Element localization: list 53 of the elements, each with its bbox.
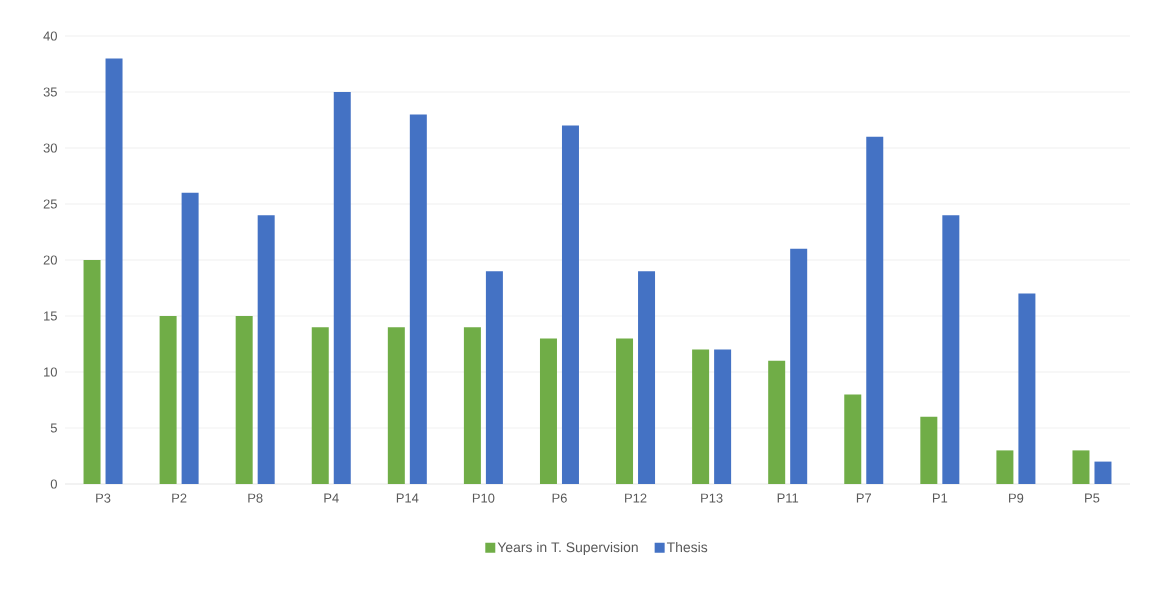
bar (387, 327, 405, 484)
x-tick-label: P14 (396, 493, 419, 503)
x-tick-label: P5 (1085, 493, 1100, 503)
bar (844, 394, 862, 484)
bar (311, 327, 329, 484)
x-tick-label: P4 (324, 493, 339, 503)
bar (616, 338, 634, 484)
y-tick-label: 5 (50, 423, 57, 433)
bar (866, 136, 884, 484)
x-tick-label: P2 (172, 493, 187, 503)
legend-label: Years in T. Supervision (497, 541, 638, 555)
bar (235, 316, 253, 484)
y-tick-label: 30 (43, 143, 57, 153)
bar (920, 416, 938, 484)
x-tick-label: P3 (96, 493, 111, 503)
bar (561, 125, 579, 484)
bar (159, 316, 177, 484)
x-tick-label: P6 (552, 493, 567, 503)
bar (790, 248, 808, 484)
x-tick-label: P13 (701, 493, 723, 503)
bar (1094, 461, 1112, 484)
bar (539, 338, 557, 484)
x-tick-label: P7 (856, 493, 872, 503)
y-tick-label: 10 (44, 367, 57, 377)
bar (768, 360, 786, 484)
bar (105, 58, 123, 484)
bar (257, 215, 275, 484)
x-tick-label: P12 (625, 493, 647, 503)
legend-label: Thesis (666, 541, 708, 553)
x-tick-label: P10 (472, 493, 495, 503)
bar (714, 349, 732, 484)
y-tick-label: 35 (43, 87, 57, 97)
x-tick-label: P8 (248, 493, 263, 503)
bar (181, 192, 199, 484)
bar (692, 349, 710, 484)
bar (333, 92, 351, 484)
bar (996, 450, 1014, 484)
bar (409, 114, 427, 484)
bar (463, 327, 481, 484)
y-tick-label: 20 (43, 255, 57, 265)
bar (638, 271, 656, 484)
y-tick-label: 0 (50, 479, 57, 489)
bar (83, 260, 101, 484)
bar (485, 271, 503, 484)
x-tick-label: P1 (932, 493, 948, 503)
y-tick-label: 40 (43, 31, 57, 41)
bar (1018, 293, 1036, 484)
x-tick-label: P9 (1009, 493, 1024, 503)
y-tick-label: 25 (43, 199, 57, 209)
bar (1072, 450, 1090, 484)
x-tick-label: P11 (777, 493, 799, 503)
y-tick-label: 15 (44, 311, 57, 321)
bar (942, 215, 960, 484)
